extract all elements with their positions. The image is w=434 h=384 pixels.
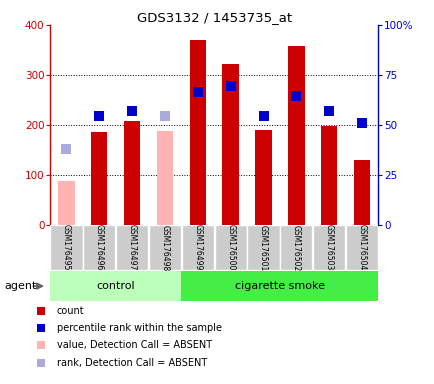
- Bar: [222, 64, 238, 225]
- Text: GSM176501: GSM176501: [258, 225, 267, 271]
- Point: [325, 108, 332, 114]
- Text: cigarette smoke: cigarette smoke: [234, 281, 324, 291]
- Bar: [353, 160, 369, 225]
- FancyBboxPatch shape: [50, 225, 82, 270]
- Bar: [58, 181, 75, 225]
- Text: control: control: [96, 281, 135, 291]
- Point: [260, 113, 266, 119]
- Text: GSM176500: GSM176500: [226, 225, 235, 271]
- Text: count: count: [56, 306, 84, 316]
- FancyBboxPatch shape: [116, 225, 148, 270]
- Bar: [124, 121, 140, 225]
- Point: [128, 108, 135, 114]
- Text: GSM176497: GSM176497: [127, 225, 136, 271]
- Point: [292, 93, 299, 99]
- Point: [95, 113, 102, 119]
- Point: [37, 360, 44, 366]
- FancyBboxPatch shape: [83, 225, 115, 270]
- FancyBboxPatch shape: [345, 225, 377, 270]
- Point: [227, 83, 233, 89]
- Bar: [91, 132, 107, 225]
- Bar: [181, 271, 378, 301]
- FancyBboxPatch shape: [214, 225, 246, 270]
- Point: [358, 120, 365, 126]
- Text: GSM176496: GSM176496: [95, 225, 104, 271]
- FancyBboxPatch shape: [50, 225, 378, 271]
- Text: GSM176495: GSM176495: [62, 225, 71, 271]
- Point: [37, 343, 44, 349]
- Text: agent: agent: [4, 281, 36, 291]
- Text: GSM176499: GSM176499: [193, 225, 202, 271]
- Point: [37, 325, 44, 331]
- FancyBboxPatch shape: [312, 225, 345, 270]
- Bar: [287, 46, 304, 225]
- Text: GSM176502: GSM176502: [291, 225, 300, 271]
- Text: rank, Detection Call = ABSENT: rank, Detection Call = ABSENT: [56, 358, 207, 368]
- FancyBboxPatch shape: [247, 225, 279, 270]
- Text: GSM176504: GSM176504: [357, 225, 366, 271]
- FancyBboxPatch shape: [148, 225, 181, 270]
- Bar: [255, 130, 271, 225]
- Text: value, Detection Call = ABSENT: value, Detection Call = ABSENT: [56, 341, 211, 351]
- Point: [37, 308, 44, 314]
- Text: GSM176503: GSM176503: [324, 225, 333, 271]
- Bar: [189, 40, 206, 225]
- Title: GDS3132 / 1453735_at: GDS3132 / 1453735_at: [136, 11, 291, 24]
- FancyBboxPatch shape: [181, 225, 214, 270]
- Bar: [156, 131, 173, 225]
- Point: [194, 89, 201, 95]
- Bar: [320, 126, 337, 225]
- Point: [161, 113, 168, 119]
- Point: [63, 146, 70, 152]
- Text: percentile rank within the sample: percentile rank within the sample: [56, 323, 221, 333]
- Text: GSM176498: GSM176498: [160, 225, 169, 271]
- FancyBboxPatch shape: [279, 225, 312, 270]
- Bar: [50, 271, 181, 301]
